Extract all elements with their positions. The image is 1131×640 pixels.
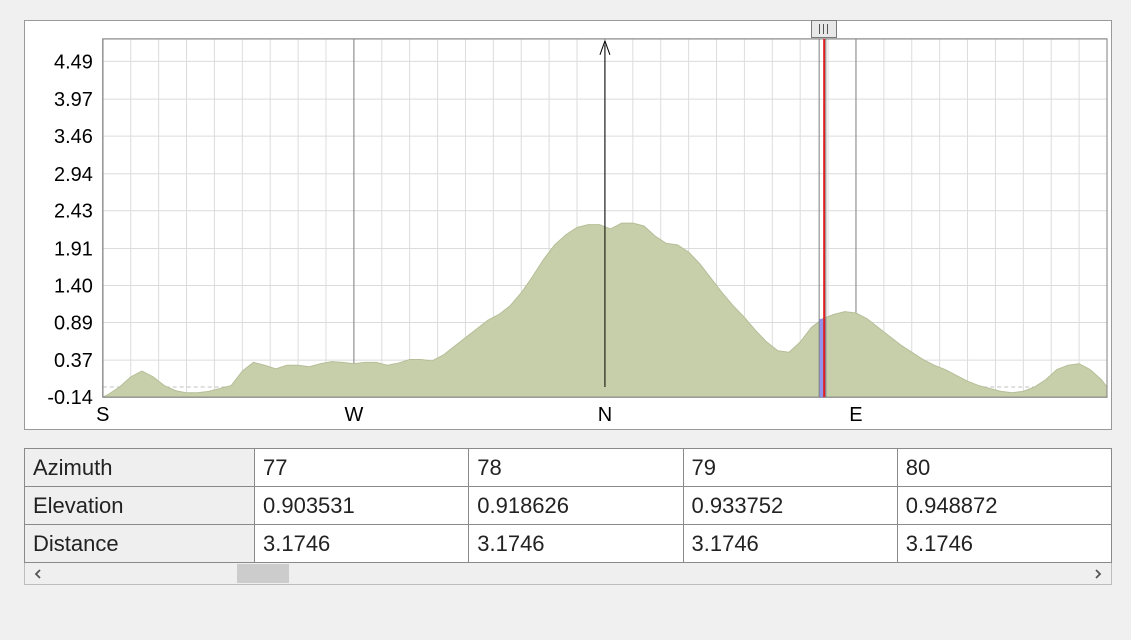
- table-row: Elevation 0.903531 0.918626 0.933752 0.9…: [25, 487, 1112, 525]
- chart-svg: -0.14 0.37 0.89 1.40 1.91 2.43 2.94 3.46 3.97 4.4…: [25, 21, 1111, 429]
- cell-dist-3: 3.1746: [897, 525, 1111, 563]
- svg-text:0.37: 0.37: [54, 350, 93, 372]
- svg-text:-0.14: -0.14: [47, 387, 92, 409]
- cell-dist-1: 3.1746: [469, 525, 683, 563]
- svg-text:3.97: 3.97: [54, 89, 93, 111]
- svg-text:2.43: 2.43: [54, 201, 93, 223]
- cell-elev-1: 0.918626: [469, 487, 683, 525]
- cell-azimuth-0: 77: [255, 449, 469, 487]
- svg-text:W: W: [344, 404, 363, 426]
- svg-text:3.46: 3.46: [54, 126, 93, 148]
- svg-text:2.94: 2.94: [54, 164, 93, 186]
- row-header-azimuth: Azimuth: [25, 449, 255, 487]
- scroll-track[interactable]: [51, 563, 1085, 584]
- cell-elev-3: 0.948872: [897, 487, 1111, 525]
- svg-text:N: N: [598, 404, 612, 426]
- scroll-thumb[interactable]: [237, 564, 289, 583]
- cell-azimuth-1: 78: [469, 449, 683, 487]
- svg-text:1.40: 1.40: [54, 275, 93, 297]
- svg-text:E: E: [849, 404, 862, 426]
- horizon-chart: -0.14 0.37 0.89 1.40 1.91 2.43 2.94 3.46 3.97 4.4…: [24, 20, 1112, 430]
- row-header-distance: Distance: [25, 525, 255, 563]
- table-row: Azimuth 77 78 79 80: [25, 449, 1112, 487]
- svg-text:1.91: 1.91: [54, 238, 93, 260]
- horizontal-scrollbar[interactable]: [24, 563, 1112, 585]
- svg-text:4.49: 4.49: [54, 51, 93, 73]
- cell-elev-2: 0.933752: [683, 487, 897, 525]
- cell-azimuth-2: 79: [683, 449, 897, 487]
- row-header-elevation: Elevation: [25, 487, 255, 525]
- scroll-left-arrow-icon[interactable]: [25, 563, 51, 584]
- marker-handle[interactable]: [811, 20, 837, 38]
- data-table: Azimuth 77 78 79 80 Elevation 0.903531 0…: [24, 448, 1112, 563]
- cell-elev-0: 0.903531: [255, 487, 469, 525]
- scroll-right-arrow-icon[interactable]: [1085, 563, 1111, 584]
- svg-text:0.89: 0.89: [54, 312, 93, 334]
- cell-azimuth-3: 80: [897, 449, 1111, 487]
- cell-dist-0: 3.1746: [255, 525, 469, 563]
- table-row: Distance 3.1746 3.1746 3.1746 3.1746: [25, 525, 1112, 563]
- svg-text:S: S: [96, 404, 109, 426]
- cell-dist-2: 3.1746: [683, 525, 897, 563]
